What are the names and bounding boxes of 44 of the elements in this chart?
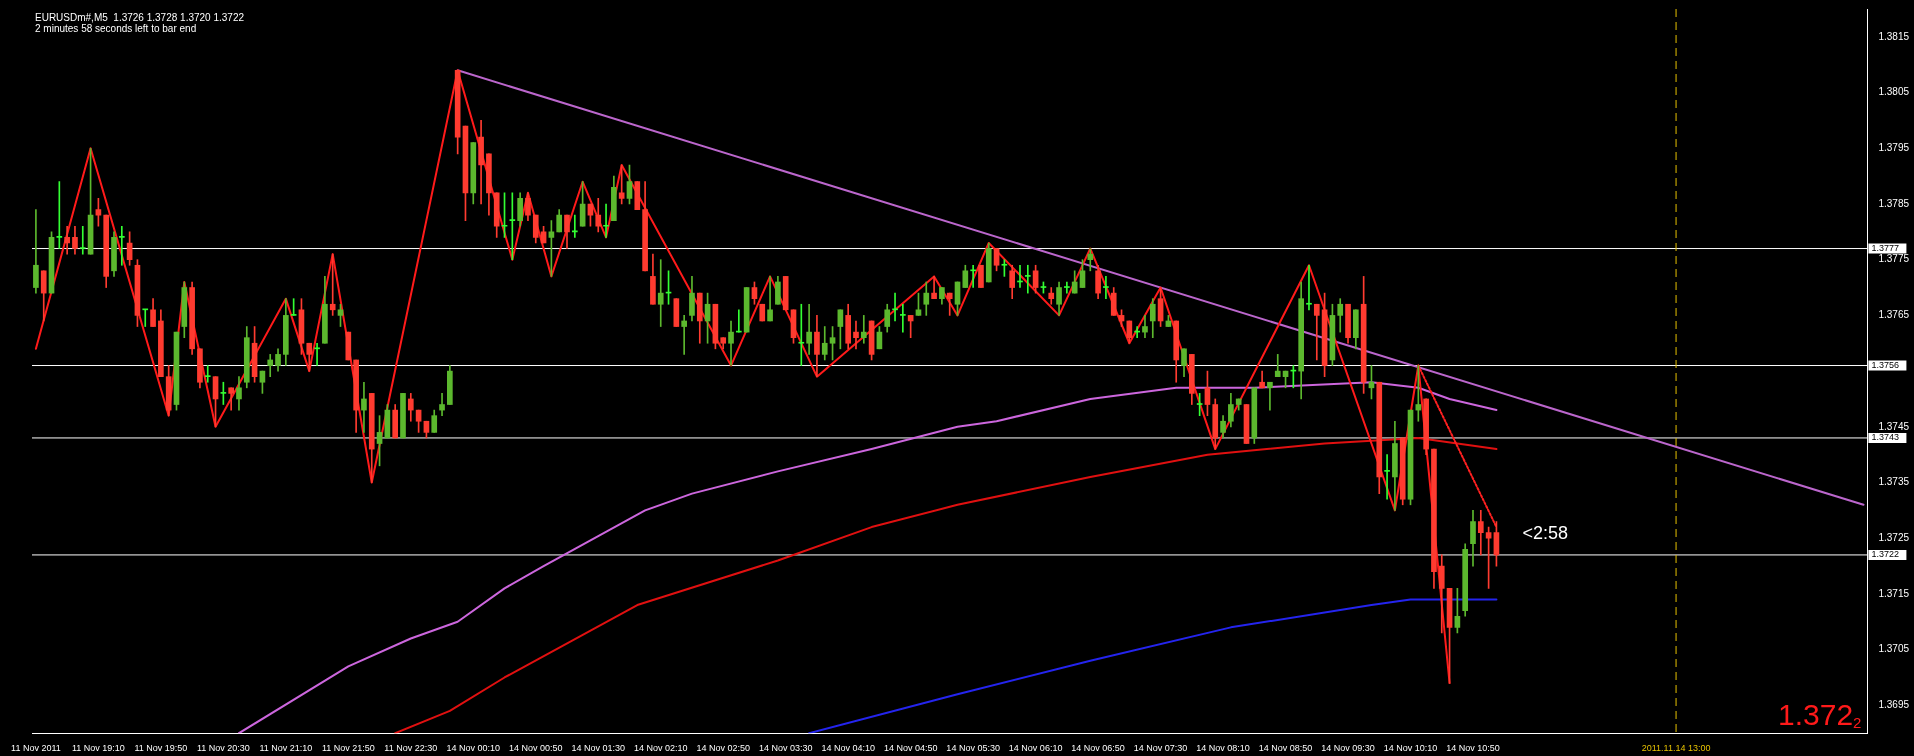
x-tick-label: 14 Nov 02:50 — [696, 743, 750, 754]
x-tick-label: 14 Nov 00:10 — [446, 743, 501, 754]
y-tick-label: 1.3775 — [1878, 253, 1910, 265]
ref-line-label: 1.3743 — [1871, 432, 1899, 443]
x-tick-label: 14 Nov 07:30 — [1133, 743, 1188, 754]
annotation: <2:58 — [1522, 522, 1568, 543]
annotation: EURUSDm#,M5 1.3726 1.3728 1.3720 1.3722 — [35, 12, 245, 23]
ref-line-label: 1.3722 — [1871, 549, 1899, 560]
x-tick-label: 14 Nov 06:10 — [1008, 743, 1063, 754]
x-tick-label: 14 Nov 03:30 — [758, 743, 813, 754]
x-tick-label: 11 Nov 20:30 — [196, 743, 250, 754]
x-tick-label: 14 Nov 08:50 — [1258, 743, 1313, 754]
y-tick-label: 1.3695 — [1878, 699, 1910, 711]
x-tick-label: 14 Nov 08:10 — [1196, 743, 1250, 754]
ref-line-label: 1.3756 — [1871, 360, 1899, 371]
x-tick-label: 14 Nov 01:30 — [571, 743, 626, 754]
x-tick-label: 14 Nov 02:10 — [633, 743, 688, 754]
y-tick-label: 1.3815 — [1878, 30, 1910, 42]
y-tick-label: 1.3735 — [1878, 476, 1910, 488]
annotation: 2 minutes 58 seconds left to bar end — [35, 23, 197, 34]
x-tick-label: 11 Nov 19:50 — [134, 743, 188, 754]
y-tick-label: 1.3715 — [1878, 587, 1910, 599]
y-tick-label: 1.3805 — [1878, 86, 1910, 98]
x-tick-label: 14 Nov 10:10 — [1383, 743, 1438, 754]
y-tick-label: 1.3705 — [1878, 643, 1910, 655]
x-tick-label: 11 Nov 21:50 — [321, 743, 375, 754]
ref-line-label: 1.3777 — [1871, 243, 1899, 254]
y-tick-label: 1.3795 — [1878, 142, 1910, 154]
x-tick-label: 14 Nov 00:50 — [508, 743, 563, 754]
x-tick-label: 14 Nov 04:50 — [883, 743, 938, 754]
y-tick-label: 1.3725 — [1878, 531, 1910, 543]
x-tick-label: 14 Nov 05:30 — [946, 743, 1000, 754]
x-tick-label: 11 Nov 22:30 — [384, 743, 438, 754]
y-tick-label: 1.3765 — [1878, 309, 1910, 321]
y-tick-label: 1.3785 — [1878, 197, 1910, 209]
x-tick-label: 14 Nov 10:50 — [1446, 743, 1500, 754]
x-tick-label: 14 Nov 09:30 — [1321, 743, 1375, 754]
x-tick-label: 11 Nov 2011 — [11, 743, 61, 754]
x-tick-label: 2011.11.14 13:00 — [1641, 743, 1711, 754]
x-tick-label: 14 Nov 06:50 — [1071, 743, 1125, 754]
x-tick-label: 11 Nov 19:10 — [71, 743, 125, 754]
x-tick-label: 11 Nov 21:10 — [259, 743, 313, 754]
y-tick-label: 1.3745 — [1878, 420, 1910, 432]
x-tick-label: 14 Nov 04:10 — [821, 743, 875, 754]
